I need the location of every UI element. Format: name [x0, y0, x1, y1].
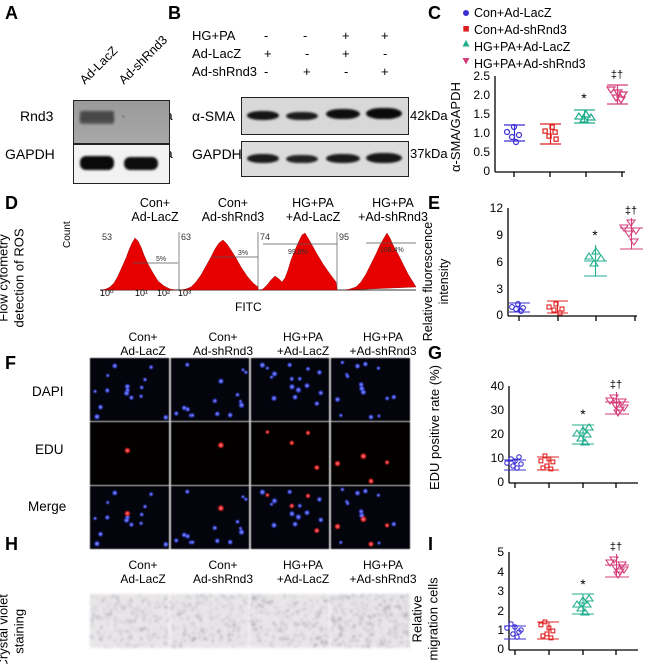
svg-text:4: 4 — [497, 565, 504, 579]
svg-text:*: * — [581, 90, 587, 106]
svg-text:2: 2 — [497, 604, 504, 618]
svg-text:HG+PA+Ad-shRnd3: HG+PA+Ad-shRnd3 — [474, 57, 586, 71]
svg-text:*: * — [592, 227, 598, 243]
svg-text:95: 95 — [339, 232, 349, 242]
svg-text:‡†: ‡† — [610, 541, 622, 553]
svg-text:Con+Ad-shRnd3: Con+Ad-shRnd3 — [474, 23, 567, 37]
svg-text:0: 0 — [496, 308, 503, 322]
svg-text:63: 63 — [181, 232, 191, 242]
svg-text:HG+PA+Ad-LacZ: HG+PA+Ad-LacZ — [474, 40, 571, 54]
svg-text:1.0: 1.0 — [473, 126, 490, 140]
svg-text:9: 9 — [496, 228, 503, 242]
svg-text:3: 3 — [496, 282, 503, 296]
svg-text:*: * — [580, 406, 586, 422]
svg-text:Con+Ad-LacZ: Con+Ad-LacZ — [474, 6, 552, 20]
svg-text:2.5: 2.5 — [473, 69, 490, 83]
svg-text:‡†: ‡† — [610, 379, 622, 391]
svg-text:10: 10 — [491, 451, 505, 465]
svg-text:74: 74 — [260, 232, 270, 242]
svg-text:40: 40 — [491, 379, 505, 393]
svg-text:20: 20 — [491, 427, 505, 441]
svg-text:‡†: ‡† — [625, 205, 637, 217]
svg-text:6: 6 — [496, 255, 503, 269]
svg-text:1: 1 — [497, 623, 504, 637]
svg-text:0.5: 0.5 — [473, 145, 490, 159]
svg-text:0: 0 — [483, 164, 490, 178]
svg-text:3: 3 — [497, 584, 504, 598]
svg-text:12: 12 — [490, 201, 504, 215]
svg-text:0: 0 — [497, 475, 504, 489]
svg-text:3%: 3% — [238, 250, 248, 257]
svg-text:*: * — [580, 576, 586, 592]
svg-text:5: 5 — [497, 545, 504, 559]
svg-text:53: 53 — [102, 232, 112, 242]
svg-text:30: 30 — [491, 403, 505, 417]
svg-text:108.4%: 108.4% — [380, 247, 404, 254]
svg-text:5%: 5% — [156, 256, 166, 263]
svg-text:99.8%: 99.8% — [288, 249, 308, 256]
svg-text:‡†: ‡† — [611, 69, 623, 81]
svg-text:0: 0 — [497, 642, 504, 656]
svg-text:2.0: 2.0 — [473, 88, 490, 102]
svg-text:1.5: 1.5 — [473, 107, 490, 121]
